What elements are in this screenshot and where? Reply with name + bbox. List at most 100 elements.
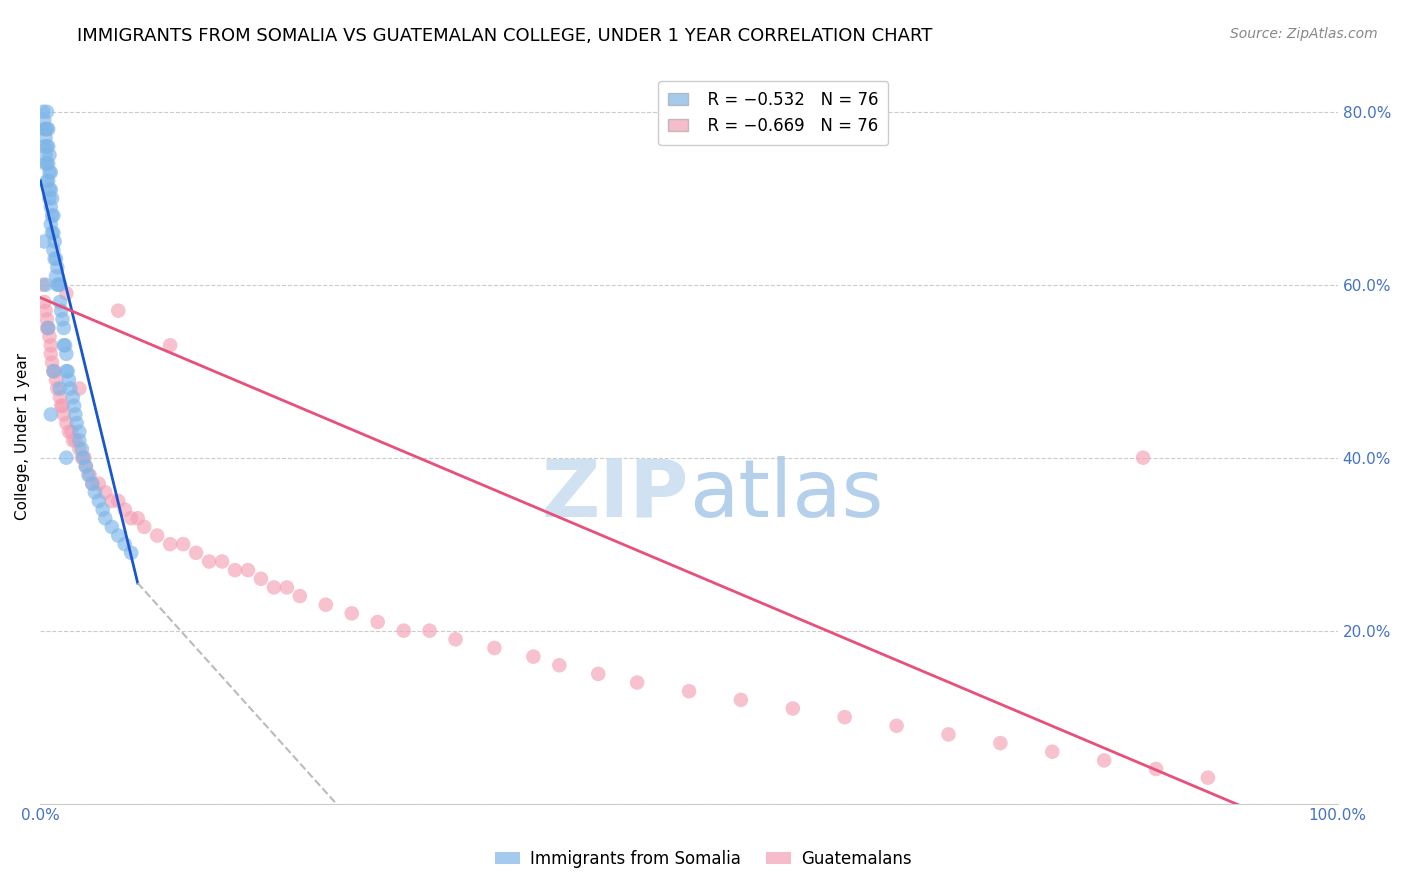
Immigrants from Somalia xyxy=(56,364,79,378)
Guatemalans xyxy=(938,727,960,741)
Immigrants from Somalia xyxy=(38,191,60,205)
Immigrants from Somalia xyxy=(44,252,66,266)
Guatemalans xyxy=(198,554,221,568)
Immigrants from Somalia xyxy=(49,295,72,310)
Immigrants from Somalia xyxy=(75,459,97,474)
Guatemalans xyxy=(55,416,77,430)
Immigrants from Somalia xyxy=(70,442,93,456)
Guatemalans xyxy=(184,546,207,560)
Immigrants from Somalia xyxy=(34,130,56,145)
Guatemalans xyxy=(65,434,87,448)
Guatemalans xyxy=(49,390,72,404)
Immigrants from Somalia xyxy=(34,122,56,136)
Guatemalans xyxy=(172,537,194,551)
Guatemalans xyxy=(39,347,62,361)
Immigrants from Somalia xyxy=(67,425,90,439)
Guatemalans xyxy=(834,710,856,724)
Immigrants from Somalia xyxy=(35,139,58,153)
Immigrants from Somalia xyxy=(35,122,58,136)
Y-axis label: College, Under 1 year: College, Under 1 year xyxy=(15,352,30,520)
Immigrants from Somalia xyxy=(38,165,60,179)
Guatemalans xyxy=(392,624,415,638)
Immigrants from Somalia xyxy=(91,502,114,516)
Immigrants from Somalia xyxy=(77,467,100,482)
Guatemalans xyxy=(100,494,122,508)
Guatemalans xyxy=(586,666,609,681)
Guatemalans xyxy=(107,494,129,508)
Guatemalans xyxy=(484,640,506,655)
Immigrants from Somalia xyxy=(55,347,77,361)
Guatemalans xyxy=(159,338,181,352)
Guatemalans xyxy=(70,450,93,465)
Immigrants from Somalia xyxy=(46,277,69,292)
Immigrants from Somalia xyxy=(49,382,72,396)
Guatemalans xyxy=(263,581,285,595)
Immigrants from Somalia xyxy=(114,537,136,551)
Immigrants from Somalia xyxy=(34,139,56,153)
Guatemalans xyxy=(34,295,56,310)
Guatemalans xyxy=(44,364,66,378)
Guatemalans xyxy=(67,382,90,396)
Guatemalans xyxy=(127,511,149,525)
Guatemalans xyxy=(1040,745,1063,759)
Immigrants from Somalia xyxy=(34,156,56,170)
Immigrants from Somalia xyxy=(34,113,56,128)
Text: IMMIGRANTS FROM SOMALIA VS GUATEMALAN COLLEGE, UNDER 1 YEAR CORRELATION CHART: IMMIGRANTS FROM SOMALIA VS GUATEMALAN CO… xyxy=(77,27,932,45)
Guatemalans xyxy=(35,321,58,335)
Immigrants from Somalia xyxy=(41,191,63,205)
Immigrants from Somalia xyxy=(35,104,58,119)
Guatemalans xyxy=(87,476,110,491)
Guatemalans xyxy=(886,719,908,733)
Guatemalans xyxy=(276,581,298,595)
Immigrants from Somalia xyxy=(107,528,129,542)
Immigrants from Somalia xyxy=(62,390,84,404)
Immigrants from Somalia xyxy=(94,511,117,525)
Immigrants from Somalia xyxy=(37,321,59,335)
Guatemalans xyxy=(678,684,700,698)
Immigrants from Somalia xyxy=(34,235,56,249)
Immigrants from Somalia xyxy=(38,183,60,197)
Immigrants from Somalia xyxy=(53,338,76,352)
Guatemalans xyxy=(45,373,67,387)
Immigrants from Somalia xyxy=(45,269,67,284)
Text: ZIP: ZIP xyxy=(541,456,689,534)
Guatemalans xyxy=(58,425,80,439)
Immigrants from Somalia xyxy=(32,104,55,119)
Guatemalans xyxy=(626,675,648,690)
Immigrants from Somalia xyxy=(52,338,75,352)
Immigrants from Somalia xyxy=(38,148,60,162)
Guatemalans xyxy=(107,303,129,318)
Immigrants from Somalia xyxy=(39,183,62,197)
Guatemalans xyxy=(288,589,311,603)
Guatemalans xyxy=(224,563,246,577)
Guatemalans xyxy=(35,312,58,326)
Immigrants from Somalia xyxy=(51,312,73,326)
Guatemalans xyxy=(62,434,84,448)
Immigrants from Somalia xyxy=(67,434,90,448)
Guatemalans xyxy=(42,364,65,378)
Immigrants from Somalia xyxy=(41,209,63,223)
Guatemalans xyxy=(41,355,63,369)
Guatemalans xyxy=(782,701,804,715)
Text: Source: ZipAtlas.com: Source: ZipAtlas.com xyxy=(1230,27,1378,41)
Guatemalans xyxy=(34,303,56,318)
Immigrants from Somalia xyxy=(82,476,104,491)
Immigrants from Somalia xyxy=(34,148,56,162)
Immigrants from Somalia xyxy=(39,217,62,231)
Immigrants from Somalia xyxy=(44,235,66,249)
Guatemalans xyxy=(1197,771,1219,785)
Text: atlas: atlas xyxy=(689,456,883,534)
Legend:   R = −0.532   N = 76,   R = −0.669   N = 76: R = −0.532 N = 76, R = −0.669 N = 76 xyxy=(658,80,889,145)
Immigrants from Somalia xyxy=(66,416,89,430)
Guatemalans xyxy=(51,399,73,413)
Immigrants from Somalia xyxy=(45,252,67,266)
Guatemalans xyxy=(211,554,233,568)
Immigrants from Somalia xyxy=(49,277,72,292)
Guatemalans xyxy=(419,624,441,638)
Immigrants from Somalia xyxy=(100,520,122,534)
Guatemalans xyxy=(60,425,83,439)
Immigrants from Somalia xyxy=(72,450,94,465)
Immigrants from Somalia xyxy=(120,546,142,560)
Immigrants from Somalia xyxy=(39,165,62,179)
Immigrants from Somalia xyxy=(63,399,86,413)
